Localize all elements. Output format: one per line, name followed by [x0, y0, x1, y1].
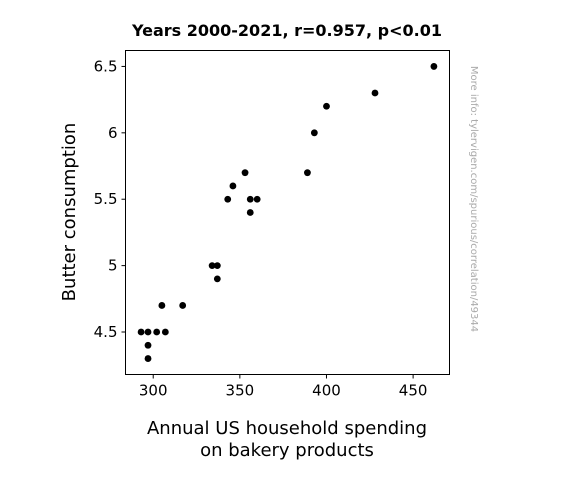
chart-title: Years 2000-2021, r=0.957, p<0.01 — [131, 21, 442, 40]
data-point — [144, 341, 152, 349]
x-axis-label-line-1: Annual US household spending — [147, 418, 427, 439]
data-point — [137, 328, 145, 336]
data-point — [144, 355, 152, 362]
watermark: More info: tylervigen.com/spurious/corre… — [468, 66, 479, 332]
y-axis: 4.5 5 5.5 6 6.5 — [94, 57, 126, 341]
data-point — [208, 262, 216, 270]
data-point — [371, 89, 379, 97]
y-axis-label: Butter consumption — [59, 123, 80, 302]
data-point — [158, 302, 166, 309]
data-point — [213, 262, 221, 270]
data-point — [241, 169, 249, 177]
data-point — [213, 275, 221, 283]
x-tick-label: 400 — [312, 382, 341, 400]
y-tick-label: 6 — [108, 124, 118, 142]
data-point — [304, 169, 311, 177]
data-point — [179, 302, 187, 309]
x-tick-label: 300 — [139, 382, 168, 400]
data-point — [153, 328, 161, 336]
data-point — [161, 328, 169, 336]
data-point — [224, 195, 232, 203]
data-point — [246, 209, 254, 216]
y-tick-label: 5.5 — [94, 190, 118, 208]
data-point — [229, 182, 237, 190]
y-tick-label: 5 — [108, 257, 118, 275]
x-axis: 300 350 400 450 — [139, 374, 428, 400]
data-point — [310, 129, 318, 137]
data-point — [253, 195, 261, 203]
data-points — [137, 63, 438, 362]
data-point — [246, 195, 254, 203]
data-point — [323, 102, 330, 110]
data-point — [430, 63, 438, 70]
data-point — [144, 328, 152, 336]
y-tick-label: 4.5 — [94, 323, 118, 341]
x-axis-label-line-2: on bakery products — [200, 440, 374, 461]
x-tick-label: 450 — [399, 382, 428, 400]
plot-area-frame — [125, 50, 450, 375]
x-tick-label: 350 — [226, 382, 255, 400]
y-tick-label: 6.5 — [94, 57, 118, 75]
